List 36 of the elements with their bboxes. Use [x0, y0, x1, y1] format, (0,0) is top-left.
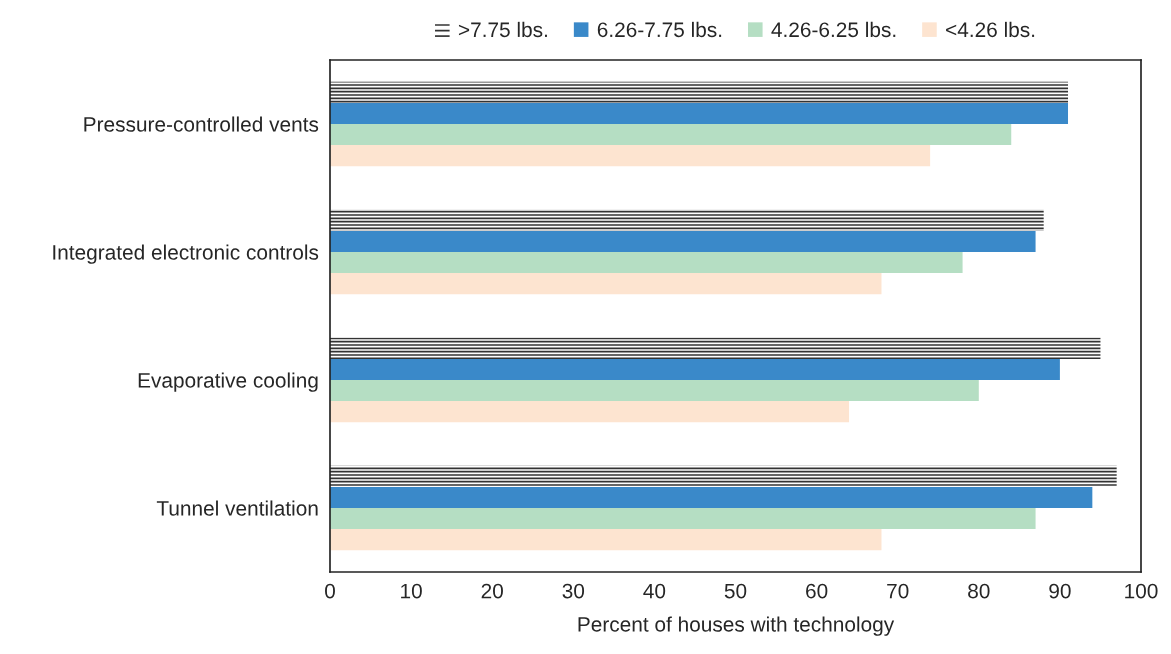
- bar: [330, 465, 1117, 487]
- y-tick-label: Integrated electronic controls: [53, 244, 319, 264]
- x-tick-label: 0: [325, 583, 335, 599]
- x-tick-label: 50: [724, 583, 747, 599]
- bar: [330, 358, 1060, 380]
- bar: [330, 145, 931, 167]
- bar: [330, 380, 979, 402]
- y-tick-label: Tunnel ventilation: [156, 500, 318, 516]
- bar: [330, 529, 882, 551]
- x-tick-label: 10: [401, 583, 422, 599]
- x-tick-label: 20: [481, 583, 503, 599]
- legend-label: <4.26 lbs.: [946, 21, 1035, 38]
- x-tick-label: 70: [887, 583, 909, 599]
- bar: [330, 124, 1012, 146]
- x-tick-label: 40: [643, 583, 666, 599]
- bar: [330, 209, 1044, 231]
- bar: [330, 252, 963, 274]
- bar: [330, 230, 1036, 252]
- x-tick-label: 30: [562, 583, 585, 599]
- x-tick-label: 60: [806, 583, 828, 599]
- x-tick-label: 100: [1125, 583, 1158, 599]
- x-axis-title: Percent of houses with technology: [578, 616, 895, 636]
- legend-label: 6.26-7.75 lbs.: [597, 21, 722, 38]
- y-tick-label: Pressure-controlled vents: [84, 116, 319, 132]
- x-tick-label: 80: [968, 583, 990, 599]
- legend-label: 4.26-6.25 lbs.: [771, 21, 896, 38]
- y-tick-label: Evaporative cooling: [138, 372, 318, 392]
- bar: [330, 486, 1093, 508]
- x-tick-label: 90: [1049, 583, 1071, 599]
- bar: [330, 401, 850, 423]
- bar: [330, 337, 1101, 359]
- bar: [330, 508, 1036, 530]
- bar: [330, 81, 1069, 103]
- bar: [330, 273, 882, 295]
- bar: [330, 102, 1069, 124]
- text: >7.75 lbs.: [458, 21, 547, 38]
